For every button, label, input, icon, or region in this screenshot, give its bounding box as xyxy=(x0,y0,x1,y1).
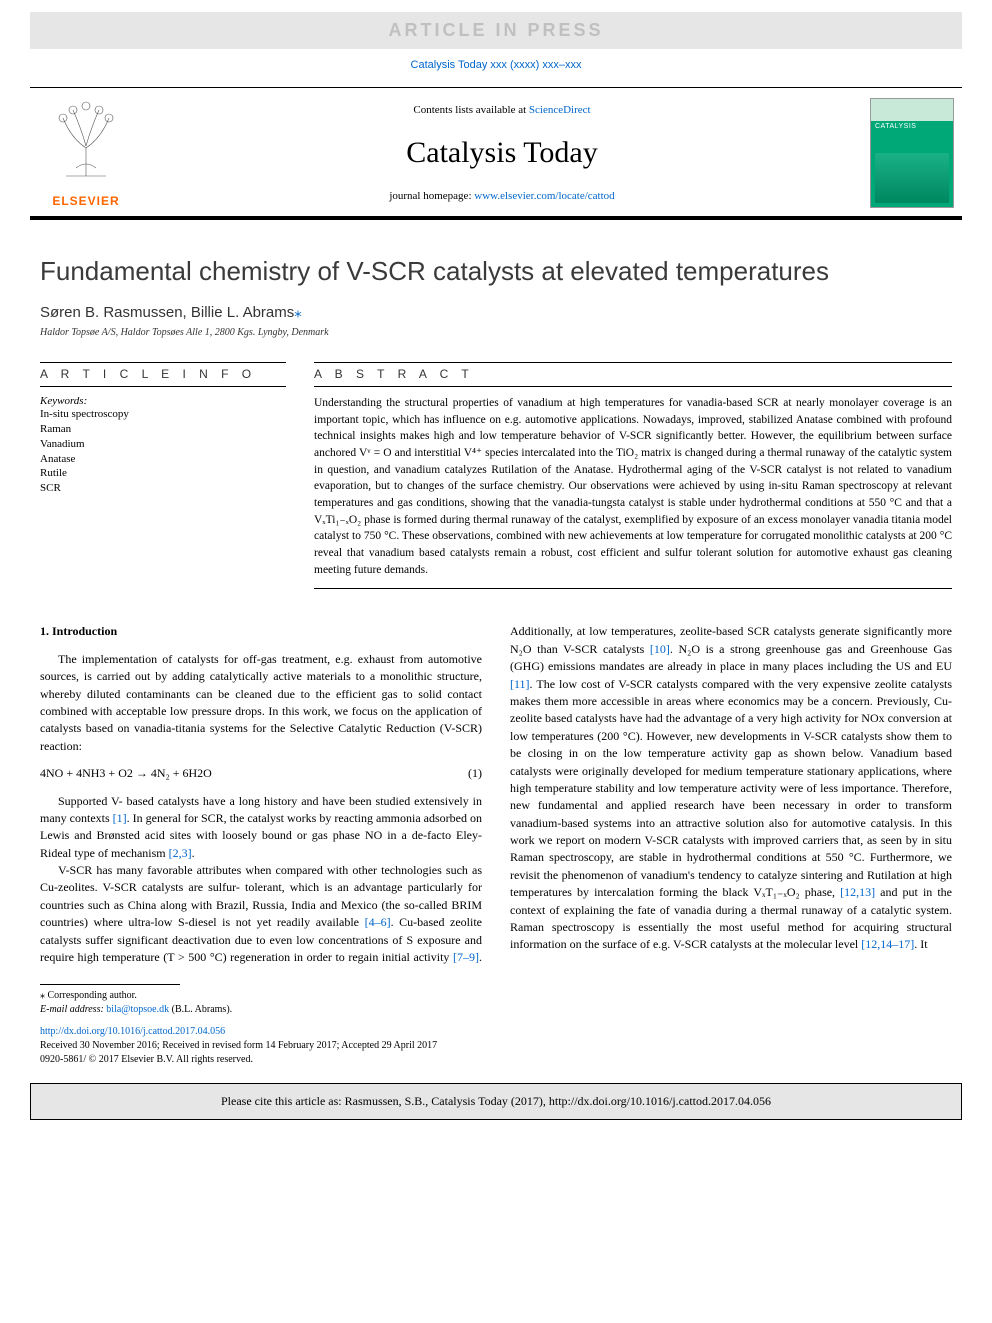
contents-prefix: Contents lists available at xyxy=(413,104,528,116)
cover-title-text: CATALYSIS xyxy=(875,123,949,130)
keyword: Vanadium xyxy=(40,437,286,452)
corresponding-email-link[interactable]: bila@topsoe.dk xyxy=(106,1004,169,1015)
ref-link[interactable]: [10] xyxy=(650,642,670,656)
article-body: 1. Introduction The implementation of ca… xyxy=(40,623,952,966)
article-info-heading: A R T I C L E I N F O xyxy=(40,362,286,387)
homepage-line: journal homepage: www.elsevier.com/locat… xyxy=(142,190,862,202)
email-name: (B.L. Abrams). xyxy=(169,1004,232,1015)
equation-body: 4NO + 4NH3 + O2 → 4N₂ + 6H2O xyxy=(40,765,212,782)
equation-1: 4NO + 4NH3 + O2 → 4N₂ + 6H2O (1) xyxy=(40,765,482,782)
header-center: Contents lists available at ScienceDirec… xyxy=(134,98,870,208)
journal-title: Catalysis Today xyxy=(142,136,862,170)
elsevier-tree-icon xyxy=(51,98,121,178)
journal-header: ELSEVIER Contents lists available at Sci… xyxy=(30,87,962,220)
footnotes: ⁎ Corresponding author. E-mail address: … xyxy=(40,989,952,1067)
sciencedirect-link[interactable]: ScienceDirect xyxy=(529,104,591,116)
keyword: Anatase xyxy=(40,452,286,467)
p3e: . The low cost of V-SCR catalysts compar… xyxy=(510,677,952,900)
contents-list-line: Contents lists available at ScienceDirec… xyxy=(142,104,862,116)
keyword: Raman xyxy=(40,422,286,437)
ref-link[interactable]: [1] xyxy=(113,811,127,825)
issn-copyright: 0920-5861/ © 2017 Elsevier B.V. All righ… xyxy=(40,1053,952,1067)
article-in-press-banner: ARTICLE IN PRESS xyxy=(30,12,962,49)
intro-paragraph-1: The implementation of catalysts for off-… xyxy=(40,651,482,755)
ref-link[interactable]: [2,3] xyxy=(169,846,192,860)
ref-link[interactable]: [12,13] xyxy=(840,885,875,899)
author-list: Søren B. Rasmussen, Billie L. Abrams⁎ xyxy=(40,303,952,321)
journal-cover-thumbnail: CATALYSIS xyxy=(870,98,954,208)
abstract-column: A B S T R A C T Understanding the struct… xyxy=(314,362,952,589)
abstract-heading: A B S T R A C T xyxy=(314,362,952,387)
corresponding-author-note: ⁎ Corresponding author. xyxy=(40,989,952,1003)
keyword: Rutile xyxy=(40,466,286,481)
equation-number: (1) xyxy=(468,765,482,782)
citation-line-top: Catalysis Today xxx (xxxx) xxx–xxx xyxy=(0,59,992,71)
journal-homepage-link[interactable]: www.elsevier.com/locate/cattod xyxy=(474,190,614,202)
affiliation: Haldor Topsøe A/S, Haldor Topsøes Alle 1… xyxy=(40,327,952,338)
publisher-logo-block: ELSEVIER xyxy=(38,98,134,208)
article-title: Fundamental chemistry of V-SCR catalysts… xyxy=(40,256,952,287)
email-line: E-mail address: bila@topsoe.dk (B.L. Abr… xyxy=(40,1003,952,1017)
author-names: Søren B. Rasmussen, Billie L. Abrams xyxy=(40,304,294,321)
ref-link[interactable]: [7–9] xyxy=(453,950,479,964)
corr-author-marker: ⁎ xyxy=(294,304,302,321)
section-heading-intro: 1. Introduction xyxy=(40,623,482,640)
p2c: . xyxy=(192,846,195,860)
intro-paragraph-2: Supported V- based catalysts have a long… xyxy=(40,793,482,863)
please-cite-box: Please cite this article as: Rasmussen, … xyxy=(30,1083,962,1120)
ref-link[interactable]: [11] xyxy=(510,677,530,691)
homepage-prefix: journal homepage: xyxy=(389,190,474,202)
received-dates: Received 30 November 2016; Received in r… xyxy=(40,1039,952,1053)
abstract-text: Understanding the structural properties … xyxy=(314,395,952,589)
keywords-label: Keywords: xyxy=(40,395,286,407)
footnote-separator xyxy=(40,984,180,985)
doi-link[interactable]: http://dx.doi.org/10.1016/j.cattod.2017.… xyxy=(40,1025,952,1039)
ref-link[interactable]: [12,14–17] xyxy=(861,937,914,951)
keyword: SCR xyxy=(40,481,286,496)
elsevier-wordmark: ELSEVIER xyxy=(52,194,119,208)
p3g: . It xyxy=(914,937,927,951)
info-abstract-row: A R T I C L E I N F O Keywords: In-situ … xyxy=(40,362,952,589)
ref-link[interactable]: [4–6] xyxy=(365,915,391,929)
email-label: E-mail address: xyxy=(40,1004,106,1015)
keyword: In-situ spectroscopy xyxy=(40,407,286,422)
article-info-column: A R T I C L E I N F O Keywords: In-situ … xyxy=(40,362,286,589)
